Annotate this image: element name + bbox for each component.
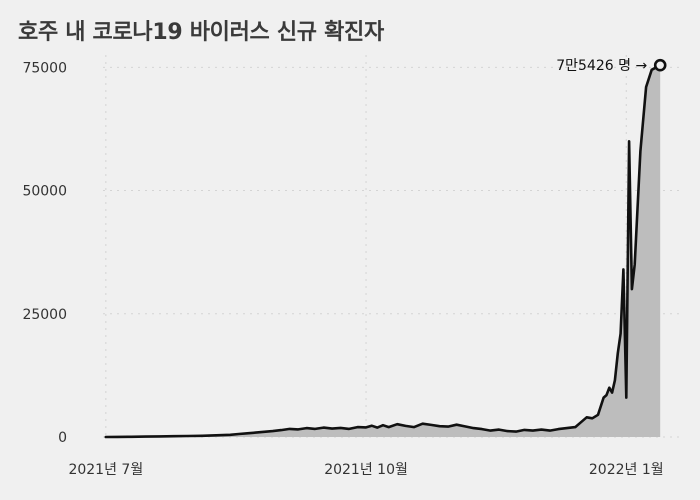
annotation-marker	[653, 58, 667, 72]
x-tick-label: 2021년 10월	[324, 462, 408, 478]
y-tick-label: 75000	[22, 60, 67, 76]
y-tick-label: 25000	[22, 307, 67, 323]
annotation-label: 7만5426 명 →	[556, 58, 647, 74]
x-tick-label: 2021년 7월	[68, 462, 143, 478]
series-area	[105, 65, 661, 437]
grid	[103, 55, 680, 438]
y-tick-label: 50000	[22, 184, 67, 200]
x-tick-label: 2022년 1월	[589, 462, 664, 478]
y-tick-label: 0	[58, 430, 67, 446]
chart-title: 호주 내 코로나19 바이러스 신규 확진자	[18, 20, 384, 45]
annotation: 7만5426 명 →	[556, 58, 667, 74]
series-line-path	[104, 63, 662, 439]
area-fill	[105, 65, 661, 437]
tick-labels: 0 25000 50000 75000 2021년 7월 2021년 10월 2022년 1…	[22, 60, 663, 478]
series-line	[104, 63, 662, 439]
